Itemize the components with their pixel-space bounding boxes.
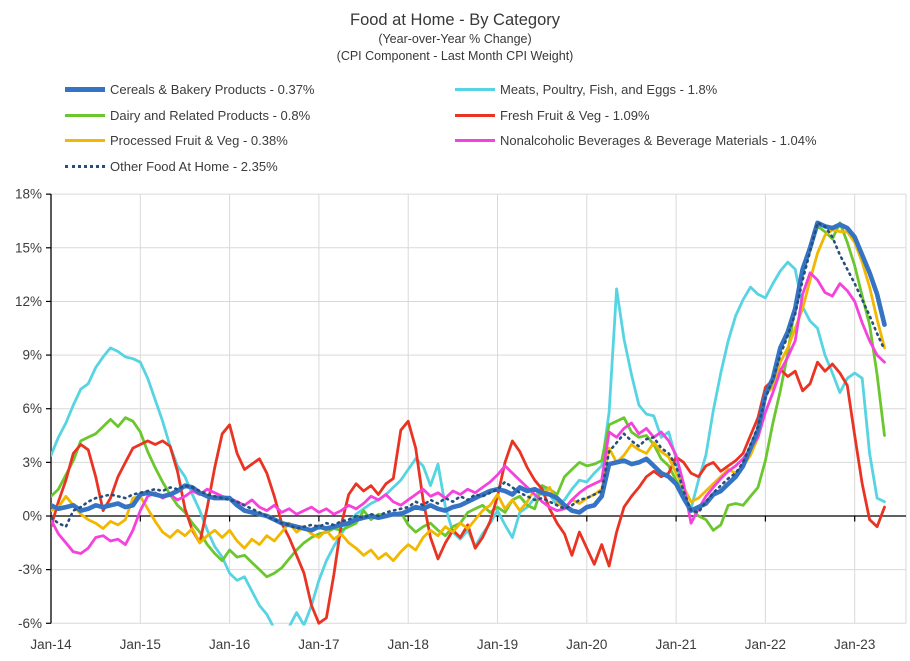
legend-dotted-line-swatch (65, 164, 105, 168)
legend-item: Dairy and Related Products - 0.8% (65, 107, 314, 124)
legend-line-swatch (65, 87, 105, 92)
x-axis-label: Jan-22 (745, 637, 786, 652)
legend-label: Fresh Fruit & Veg - 1.09% (500, 107, 650, 123)
legend-line-swatch (455, 113, 495, 117)
legend-label: Other Food At Home - 2.35% (110, 158, 278, 174)
gridlines (51, 193, 907, 624)
y-axis-label: -6% (18, 616, 42, 631)
x-axis-label: Jan-15 (120, 637, 161, 652)
legend-item: Fresh Fruit & Veg - 1.09% (455, 107, 817, 124)
legend-label: Dairy and Related Products - 0.8% (110, 107, 311, 123)
axis-labels: 18% 15% 12% 9% 6% 3% 0% -3% -6% Jan-14 Jan-15 Jan-1… (15, 187, 875, 652)
x-axis-label: Jan-23 (834, 637, 875, 652)
x-axis-label: Jan-17 (298, 637, 339, 652)
y-axis-label: 15% (15, 240, 42, 255)
legend-item: Meats, Poultry, Fish, and Eggs - 1.8% (455, 81, 817, 98)
legend-label: Meats, Poultry, Fish, and Eggs - 1.8% (500, 82, 718, 97)
x-axis-label: Jan-16 (209, 637, 250, 652)
legend-item: Cereals & Bakery Products - 0.37% (65, 81, 314, 98)
series-line-0 (51, 220, 887, 533)
series-line-6 (51, 221, 886, 530)
y-axis-label: -3% (18, 562, 42, 577)
legend-column-right: Meats, Poultry, Fish, and Eggs - 1.8% Fre… (455, 81, 817, 149)
chart-subtitle-2: (CPI Component - Last Month CPI Weight) (336, 48, 574, 63)
x-axis-label: Jan-14 (30, 637, 72, 652)
chart-title: Food at Home - By Category (349, 11, 560, 29)
series-lines (51, 220, 887, 626)
x-axis-label: Jan-18 (388, 637, 429, 652)
series-line-1 (51, 260, 886, 626)
legend-label: Nonalcoholic Beverages & Beverage Materi… (500, 133, 817, 148)
y-axis-label: 0% (22, 509, 42, 524)
legend-item: Nonalcoholic Beverages & Beverage Materi… (455, 132, 817, 149)
legend-column-left: Cereals & Bakery Products - 0.37% Dairy a… (65, 81, 314, 175)
x-axis-label: Jan-19 (477, 637, 518, 652)
legend-line-swatch (455, 139, 495, 142)
legend-item: Processed Fruit & Veg - 0.38% (65, 132, 314, 149)
y-axis-label: 6% (22, 401, 42, 416)
y-axis-label: 12% (15, 294, 42, 309)
y-axis-label: 3% (22, 455, 42, 470)
x-axis-label: Jan-21 (655, 637, 696, 652)
x-axis-label: Jan-20 (566, 637, 607, 652)
series-line-3 (51, 360, 886, 625)
chart-title-block: Food at Home - By Category (Year-over-Ye… (0, 10, 910, 64)
legend-line-swatch (455, 88, 495, 91)
legend-label: Cereals & Bakery Products - 0.37% (110, 82, 315, 97)
legend-item: Other Food At Home - 2.35% (65, 158, 314, 175)
chart-subtitle-1: (Year-over-Year % Change) (378, 32, 532, 47)
y-axis-label: 9% (22, 348, 42, 363)
legend-line-swatch (65, 113, 105, 117)
legend-line-swatch (65, 139, 105, 142)
y-axis-label: 18% (15, 187, 42, 202)
legend-label: Processed Fruit & Veg - 0.38% (110, 133, 288, 148)
